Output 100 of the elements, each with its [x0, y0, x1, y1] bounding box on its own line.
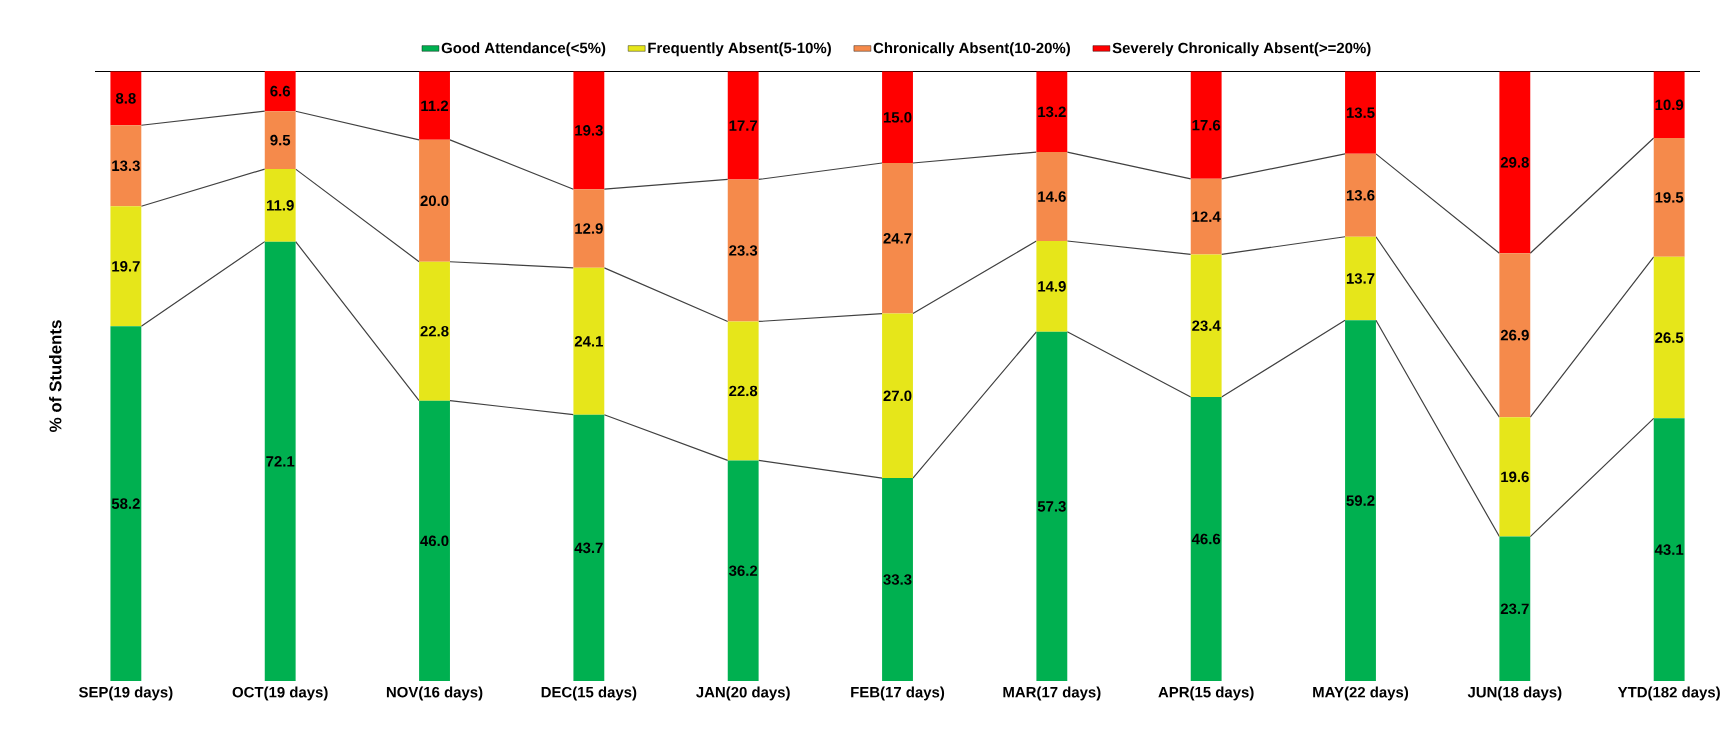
bar [264, 241, 296, 681]
bar [727, 460, 759, 681]
bar [264, 70, 296, 112]
bar [419, 139, 450, 262]
x-tick-label: JAN(20 days) [696, 686, 790, 701]
data-label: 14.6 [1038, 191, 1066, 202]
x-tick-label: APR(15 days) [1158, 686, 1254, 701]
data-label: 46.0 [420, 535, 449, 547]
data-label: 9.5 [270, 134, 291, 146]
data-label: 23.3 [729, 245, 758, 256]
bar [882, 71, 913, 164]
bar [264, 111, 296, 170]
data-label: 23.4 [1192, 320, 1221, 332]
bar [1190, 254, 1222, 398]
data-label: 15.0 [883, 112, 912, 123]
data-label: 43.1 [1654, 544, 1684, 555]
bar [1036, 241, 1068, 332]
bar [727, 179, 759, 322]
data-label: 11.9 [267, 200, 294, 211]
data-label: 14.9 [1038, 281, 1066, 292]
data-label: 57.3 [1037, 501, 1066, 512]
bar [110, 326, 142, 681]
data-label: 43.7 [574, 542, 603, 554]
data-label: 10.9 [1655, 99, 1684, 111]
bar [1499, 417, 1531, 537]
data-label: 59.2 [1346, 495, 1375, 506]
data-label: 19.5 [1655, 192, 1684, 203]
bar [1345, 320, 1376, 681]
bar [419, 400, 450, 681]
x-tick-label: OCT(19 days) [232, 686, 328, 701]
data-label: 11.2 [421, 100, 449, 111]
bar [1653, 71, 1685, 139]
bar [1345, 153, 1376, 237]
bar [1653, 256, 1685, 419]
bar [882, 163, 913, 314]
legend-label: Frequently Absent(5-10%) [648, 42, 831, 57]
x-tick-label: MAY(22 days) [1313, 686, 1409, 701]
data-label: 13.7 [1346, 273, 1375, 284]
bar [1190, 178, 1222, 255]
bar [110, 71, 142, 126]
x-tick-label: NOV(16 days) [386, 686, 483, 701]
data-label: 17.7 [729, 120, 758, 131]
legend-label: Chronically Absent(10-20%) [873, 42, 1070, 57]
data-label: 24.1 [574, 336, 603, 347]
data-label: 20.0 [420, 195, 449, 207]
data-label: 46.6 [1191, 533, 1221, 545]
bar [1499, 71, 1531, 254]
data-label: 22.8 [420, 325, 449, 337]
data-label: 13.6 [1346, 190, 1375, 201]
bar [882, 478, 913, 681]
bar [573, 267, 605, 415]
data-label: 33.3 [883, 574, 912, 585]
bar [1499, 253, 1531, 418]
x-tick-label: MAR(17 days) [1003, 686, 1101, 701]
bar [727, 321, 759, 461]
bar [1036, 331, 1068, 681]
bar [110, 125, 142, 207]
data-label: 13.3 [112, 160, 140, 172]
data-label: 22.8 [729, 385, 758, 397]
bar [573, 71, 605, 190]
bar [1345, 236, 1376, 321]
bar [727, 71, 759, 180]
x-tick-label: JUN(18 days) [1467, 686, 1562, 701]
data-label: 12.4 [1192, 211, 1221, 222]
bar [573, 189, 605, 268]
data-label: 17.6 [1192, 119, 1221, 131]
x-tick-label: DEC(15 days) [541, 686, 637, 701]
bar [110, 206, 142, 327]
bar [419, 71, 450, 140]
legend-label: Severely Chronically Absent(>=20%) [1112, 42, 1371, 57]
x-tick-label: SEP(19 days) [78, 686, 173, 701]
data-label: 19.7 [112, 261, 140, 272]
data-label: 72.1 [266, 456, 295, 467]
data-label: 19.6 [1501, 471, 1529, 483]
data-label: 36.2 [728, 565, 758, 576]
data-label: 13.2 [1038, 106, 1066, 118]
bar [1653, 138, 1685, 257]
data-label: 8.8 [115, 93, 136, 104]
bar [1190, 397, 1222, 681]
legend-label: Good Attendance(<5%) [441, 42, 606, 57]
y-axis-title: % of Students [49, 320, 62, 433]
bar [1345, 71, 1376, 154]
data-label: 29.8 [1500, 157, 1529, 168]
bar [882, 313, 913, 479]
bar [419, 261, 450, 401]
data-label: 12.9 [575, 223, 603, 234]
data-label: 23.7 [1500, 603, 1529, 615]
data-label: 26.9 [1500, 329, 1529, 341]
bar [264, 169, 296, 242]
bar [1190, 71, 1222, 179]
bar [1653, 418, 1685, 681]
bar [1036, 152, 1068, 242]
data-label: 6.6 [270, 85, 291, 97]
data-label: 13.5 [1346, 107, 1375, 119]
x-tick-label: YTD(182 days) [1617, 686, 1720, 701]
data-label: 27.0 [883, 390, 912, 402]
data-label: 58.2 [111, 498, 140, 509]
data-label: 19.3 [575, 125, 603, 136]
data-label: 26.5 [1655, 332, 1684, 343]
bar [1036, 71, 1068, 153]
